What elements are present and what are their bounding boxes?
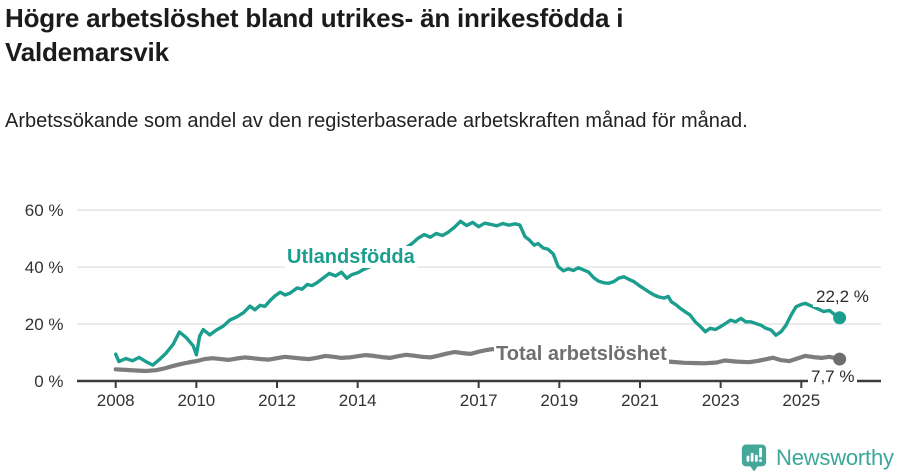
- logo-exclamation-dot: [759, 459, 762, 462]
- logo-bubble: [741, 444, 767, 467]
- x-tick-label-2019: 2019: [540, 391, 578, 410]
- chart-subtitle: Arbetssökande som andel av den registerb…: [5, 110, 748, 132]
- series-line-total: [113, 347, 842, 374]
- x-tick-label-2017: 2017: [460, 391, 498, 410]
- x-tick-label-2025: 2025: [782, 391, 820, 410]
- end-value-label-utlandsfodda: 22,2 %: [813, 287, 872, 308]
- x-tick-label-2023: 2023: [702, 391, 740, 410]
- y-tick-label-0: 0 %: [34, 372, 63, 391]
- series-label-total-arbetsloshet: Total arbetslöshet: [494, 343, 669, 365]
- x-tick-label-2021: 2021: [621, 391, 659, 410]
- series-end-dot-utlandsfodda: [833, 311, 847, 325]
- series-line-utlandsfodda: [113, 219, 842, 367]
- series-label-utlandsfodda: Utlandsfödda: [285, 246, 417, 268]
- x-tick-label-2008: 2008: [97, 391, 135, 410]
- y-tick-label-40: 40 %: [25, 258, 64, 277]
- newsworthy-logo-icon: [741, 444, 767, 472]
- logo-exclamation-bar: [759, 447, 762, 458]
- end-value-label-total: 7,7 %: [808, 367, 858, 388]
- x-tick-label-2014: 2014: [339, 391, 377, 410]
- page-title: Högre arbetslöshet bland utrikes- än inr…: [5, 3, 624, 67]
- logo-bubble-tail: [749, 465, 759, 472]
- y-tick-label-60: 60 %: [25, 201, 64, 220]
- brand-footer: Newsworthy: [740, 443, 894, 473]
- x-tick-label-2012: 2012: [258, 391, 296, 410]
- logo-bar-2: [750, 452, 754, 462]
- logo-bar-1: [746, 455, 750, 462]
- series-end-dot-total: [833, 352, 847, 366]
- x-tick-label-2010: 2010: [177, 391, 215, 410]
- logo-bar-3: [754, 454, 758, 462]
- line-chart: 2008 2010 2012 2014 2017 2019 2021 2023 2025 0 % 2…: [25, 201, 881, 410]
- y-tick-label-20: 20 %: [25, 315, 64, 334]
- brand-name: Newsworthy: [776, 445, 894, 470]
